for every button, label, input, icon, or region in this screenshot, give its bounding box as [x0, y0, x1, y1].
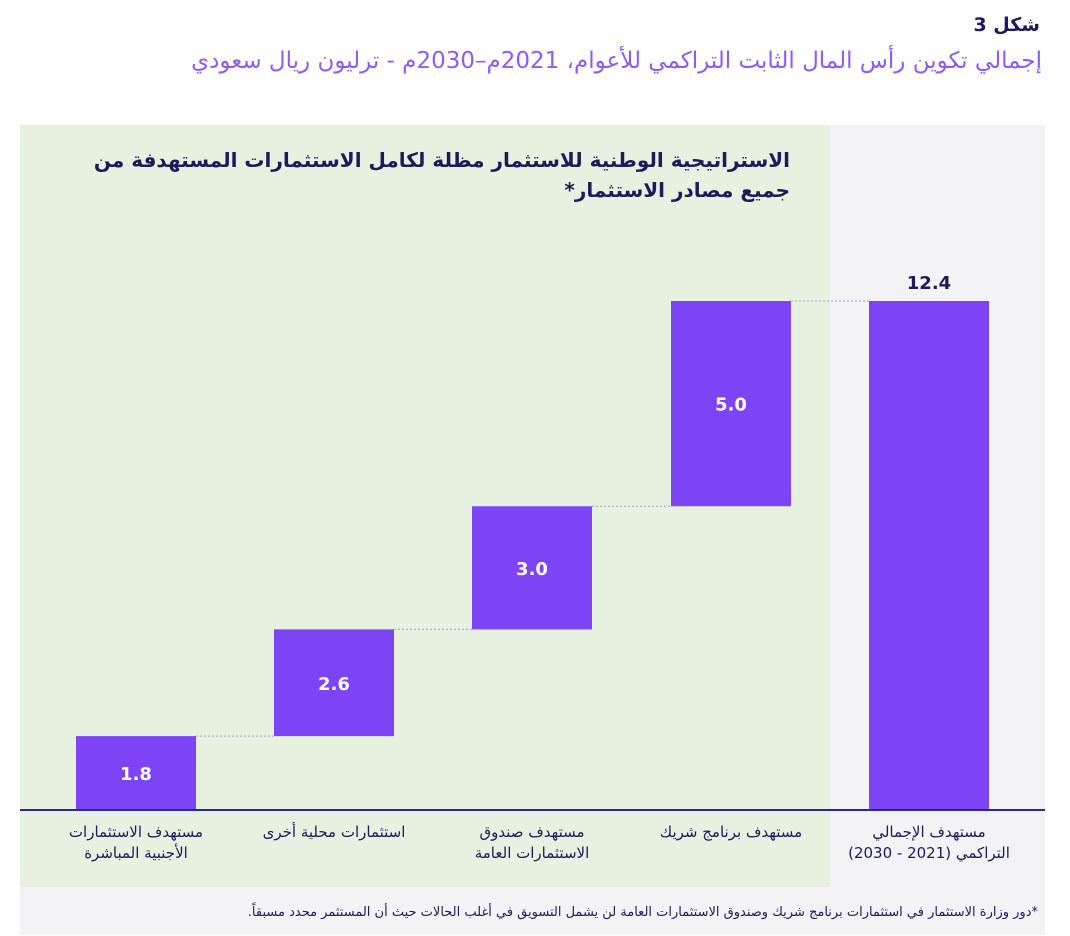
figure-title: إجمالي تكوين رأس المال الثابت التراكمي ل… [191, 48, 1042, 74]
figure-label: شكل 3 [973, 14, 1040, 36]
total-value-label: 12.4 [907, 273, 951, 294]
category-label-1: مستهدف الاستثمارات الأجنبية المباشرة [68, 823, 204, 862]
waterfall-bar-1 [76, 736, 196, 810]
category-label-3: مستهدف صندوق الاستثمارات العامة [474, 823, 590, 862]
bar-value-label-4: 5.0 [715, 395, 747, 416]
bar-value-label-1: 1.8 [120, 764, 152, 785]
category-label-2: استثمارات محلية أخرى [262, 823, 406, 841]
footnote: *دور وزارة الاستثمار في استثمارات برنامج… [247, 905, 1038, 920]
waterfall-bar-3 [472, 506, 592, 630]
bar-value-label-3: 3.0 [516, 559, 548, 580]
panel-heading: الاستراتيجية الوطنية للاستثمار مظلة لكام… [93, 148, 790, 202]
bar-value-label-2: 2.6 [318, 674, 350, 695]
category-label-4: مستهدف برنامج شريك [659, 823, 803, 841]
waterfall-bar-4 [671, 301, 791, 507]
category-label-5: مستهدف الإجمالي التراكمي (2021 - 2030) [848, 823, 1010, 862]
waterfall-bar-2 [274, 629, 394, 737]
total-bar [869, 301, 989, 810]
